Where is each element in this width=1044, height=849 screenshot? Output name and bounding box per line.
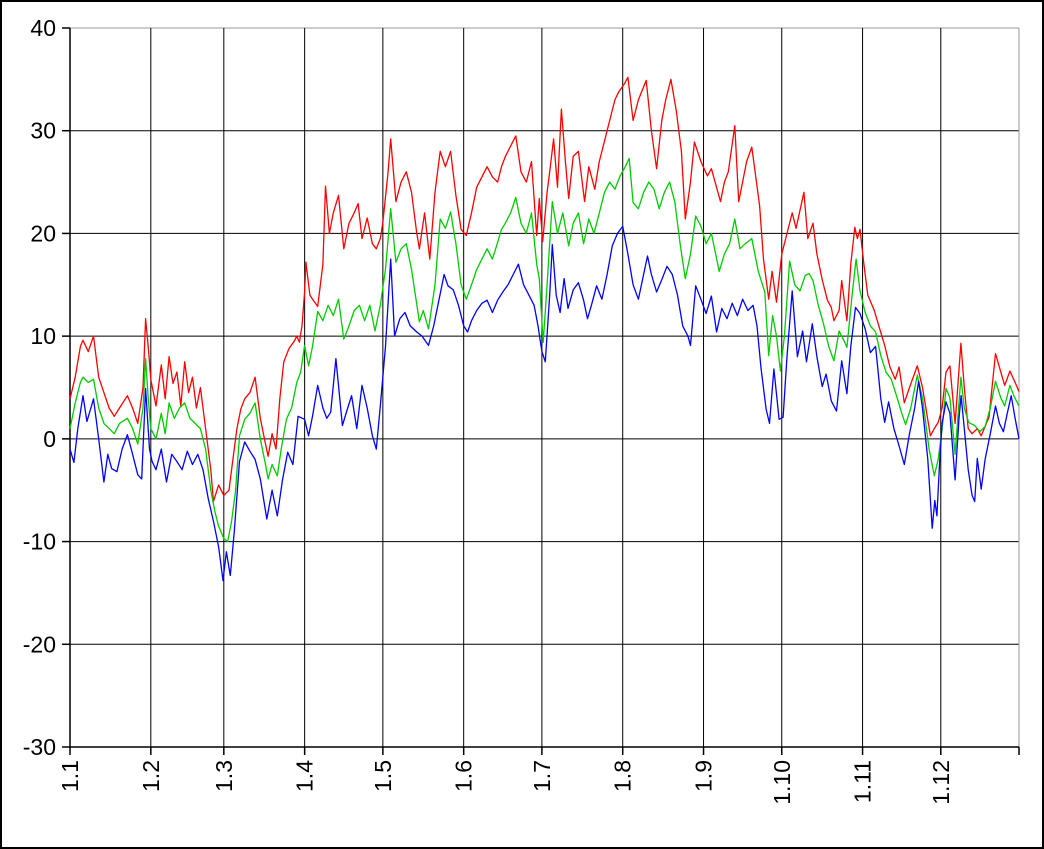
- data-series: [69, 76, 1020, 582]
- y-axis-tick-label: 10: [30, 323, 56, 349]
- axes: [69, 28, 1019, 748]
- x-axis-tick-label: 1.6: [451, 760, 477, 792]
- y-axis-tick-label: 20: [30, 220, 56, 246]
- y-axis-tick-label: 40: [30, 15, 56, 41]
- x-axis-tick-label: 1.4: [292, 760, 318, 792]
- y-axis-tick-label: -20: [23, 631, 56, 657]
- x-axis-tick-label: 1.2: [138, 760, 164, 792]
- series-red-line: [69, 76, 1020, 503]
- y-axis-tick-label: -10: [23, 529, 56, 555]
- y-axis-tick-label: 30: [30, 118, 56, 144]
- x-axis-tick-label: 1.11: [850, 760, 876, 803]
- axis-labels: 40 30 20 10 0 -10 -20 -301.1 1.2 1.3 1.4 1.5 1.6 1.7 1…: [23, 15, 954, 805]
- x-axis-tick-label: 1.10: [769, 760, 795, 805]
- y-axis-tick-label: 0: [43, 426, 56, 452]
- x-axis-tick-label: 1.9: [691, 760, 717, 792]
- x-axis-tick-label: 1.12: [928, 760, 954, 805]
- series-green-line: [69, 157, 1020, 543]
- x-axis-tick-label: 1.1: [57, 760, 83, 792]
- x-axis-tick-label: 1.5: [370, 760, 396, 792]
- x-axis-tick-label: 1.7: [529, 760, 555, 792]
- tick-marks: [62, 27, 1020, 755]
- gridlines: [70, 27, 1020, 747]
- y-axis-tick-label: -30: [23, 734, 56, 760]
- x-axis-tick-label: 1.8: [610, 760, 636, 792]
- series-blue-line: [69, 225, 1020, 582]
- x-axis-tick-label: 1.3: [211, 760, 237, 792]
